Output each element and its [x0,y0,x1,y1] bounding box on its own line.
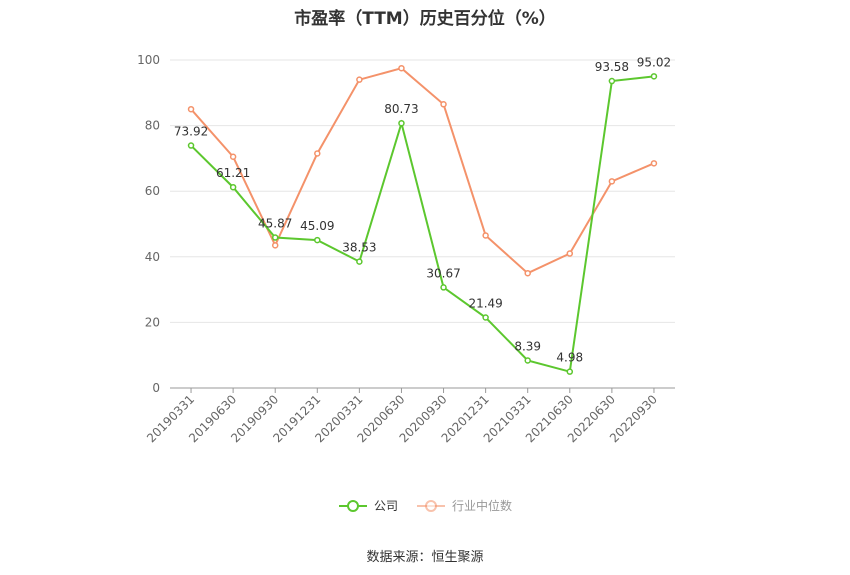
data-point [566,250,574,257]
chart-title: 市盈率（TTM）历史百分位（%） [294,9,556,29]
data-label: 45.87 [258,217,292,231]
y-tick-label: 40 [145,250,160,264]
data-point [187,105,195,113]
data-point [187,142,195,149]
y-tick-label: 20 [145,315,160,329]
data-label: 38.53 [342,241,376,255]
y-tick-label: 80 [145,119,160,133]
data-label: 95.02 [637,55,671,69]
legend-label: 公司 [373,499,398,513]
y-tick-label: 100 [137,53,160,67]
data-point [314,150,321,157]
data-label: 93.58 [595,60,629,74]
legend-marker-icon [338,499,367,512]
data-point [608,178,616,185]
data-point [356,76,363,83]
data-label: 21.49 [468,297,502,311]
y-tick-label: 0 [152,381,160,395]
data-point [271,234,279,241]
data-label: 61.21 [216,166,250,180]
data-source: 数据来源：恒生聚源 [366,550,484,565]
data-point [356,258,363,265]
data-point [650,160,658,167]
legend-marker-icon [417,499,445,512]
legend-label: 行业中位数 [452,499,513,513]
legend-item-company[interactable]: 公司 [338,497,398,514]
data-point [524,357,531,364]
data-point [566,368,574,375]
data-point [398,64,405,72]
data-point [482,314,489,321]
series-line [190,75,655,373]
data-point [271,242,279,249]
data-point [440,101,447,108]
data-label: 30.67 [426,266,460,280]
data-point [229,153,237,161]
data-point [524,269,531,277]
data-label: 8.39 [514,339,541,353]
y-tick-label: 60 [145,184,160,198]
series-line [190,67,655,275]
data-label: 45.09 [300,219,334,233]
legend-item-industry-median[interactable]: 行业中位数 [416,497,512,514]
data-point [482,232,489,239]
data-label: 80.73 [384,102,418,116]
data-point [398,119,405,127]
data-point [650,73,658,80]
data-point [229,183,237,191]
data-point [440,284,447,291]
data-label: 4.98 [556,351,583,365]
data-point [608,77,616,85]
legend: 公司 行业中位数 [0,497,850,514]
data-label: 73.92 [174,125,208,139]
data-point [314,236,321,244]
